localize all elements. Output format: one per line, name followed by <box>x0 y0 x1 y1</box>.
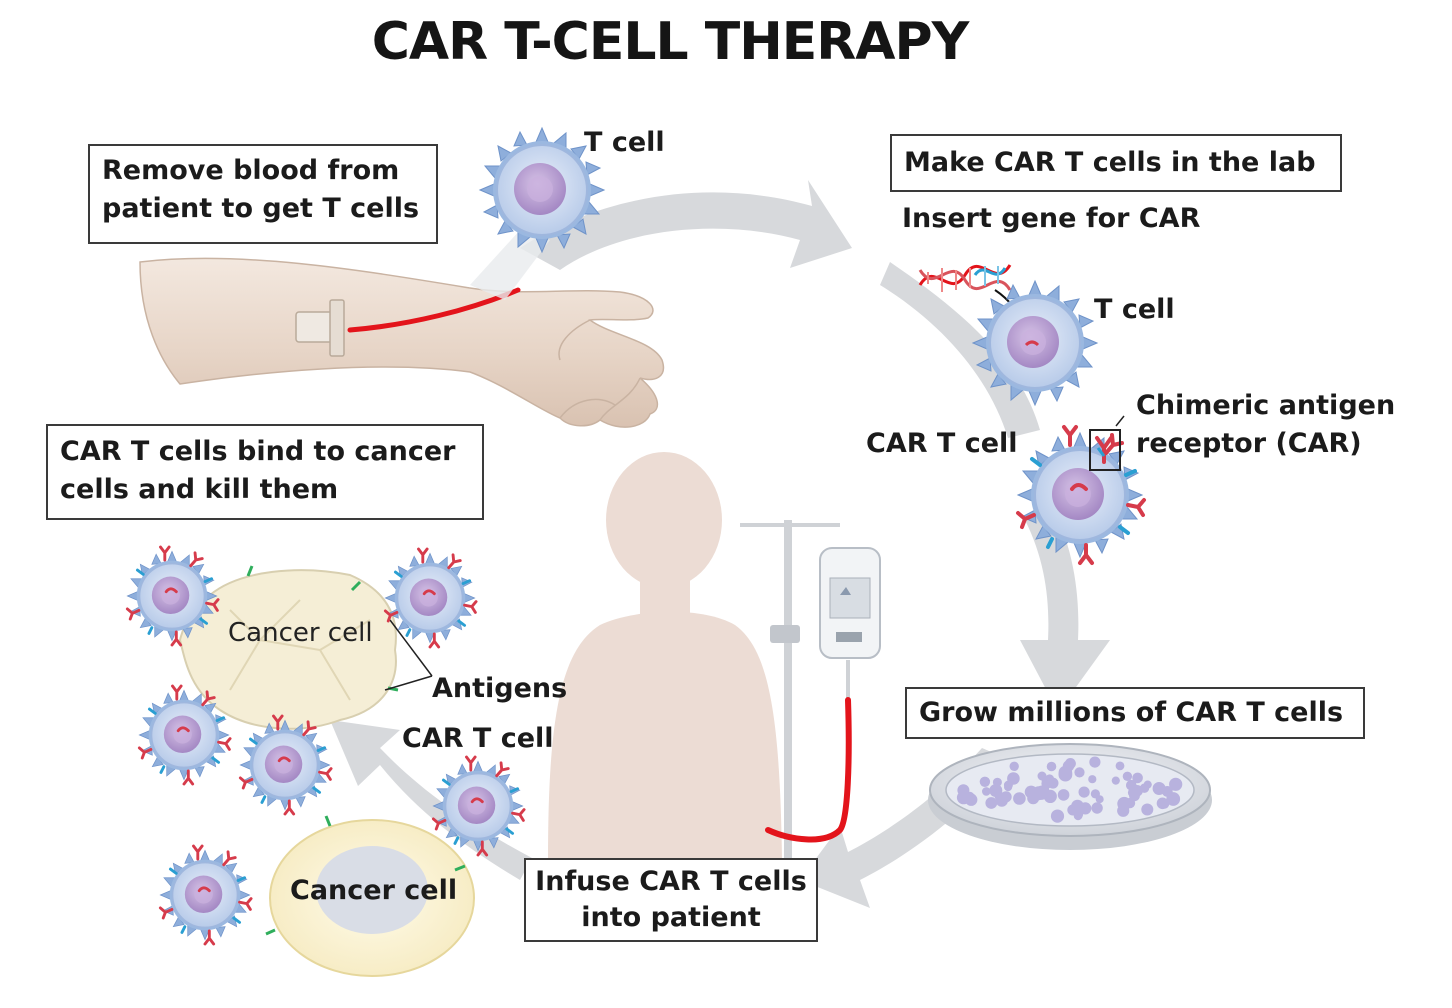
patient-silhouette <box>548 452 782 860</box>
step-infuse-line1: Infuse CAR T cells <box>535 866 807 897</box>
petri-dish <box>928 743 1212 850</box>
step-bind-kill-line1: CAR T cells bind to cancer <box>60 436 456 467</box>
step-grow-text: Grow millions of CAR T cells <box>919 697 1344 728</box>
label-cancer-cell-top: Cancer cell <box>228 618 373 648</box>
magnify-beam <box>470 230 550 300</box>
label-cancer-cell-bottom: Cancer cell <box>290 875 458 906</box>
step-remove-blood-line2: patient to get T cells <box>102 193 420 224</box>
step-remove-blood: Remove blood from patient to get T cells <box>88 144 438 244</box>
label-chimeric-line2: receptor (CAR) <box>1136 428 1362 459</box>
step-make-lab: Make CAR T cells in the lab <box>890 134 1342 192</box>
step-infuse: Infuse CAR T cells into patient <box>524 858 818 942</box>
step-bind-kill: CAR T cells bind to cancer cells and kil… <box>46 424 484 520</box>
label-car-t-cell-bottom: CAR T cell <box>402 723 554 754</box>
cancer-cell-bottom <box>265 815 475 977</box>
step-bind-kill-line2: cells and kill them <box>60 474 339 505</box>
label-t-cell-lab: T cell <box>1094 294 1175 325</box>
car-receptor-highlight <box>1089 429 1121 471</box>
label-car-t-cell-lab: CAR T cell <box>866 428 1018 459</box>
dna-icon <box>918 264 1012 292</box>
step-remove-blood-line1: Remove blood from <box>102 155 400 186</box>
label-chimeric-line1: Chimeric antigen <box>1136 390 1396 421</box>
page-title: CAR T-CELL THERAPY <box>371 12 970 72</box>
patient-arm <box>139 257 665 428</box>
step-grow: Grow millions of CAR T cells <box>905 687 1365 739</box>
label-t-cell-top: T cell <box>584 127 665 158</box>
label-insert-gene: Insert gene for CAR <box>902 203 1201 234</box>
iv-drip <box>740 520 881 860</box>
step-make-lab-text: Make CAR T cells in the lab <box>904 147 1316 178</box>
step-infuse-line2: into patient <box>581 902 761 933</box>
label-antigens: Antigens <box>432 673 568 704</box>
cancer-cell-top <box>178 565 399 730</box>
